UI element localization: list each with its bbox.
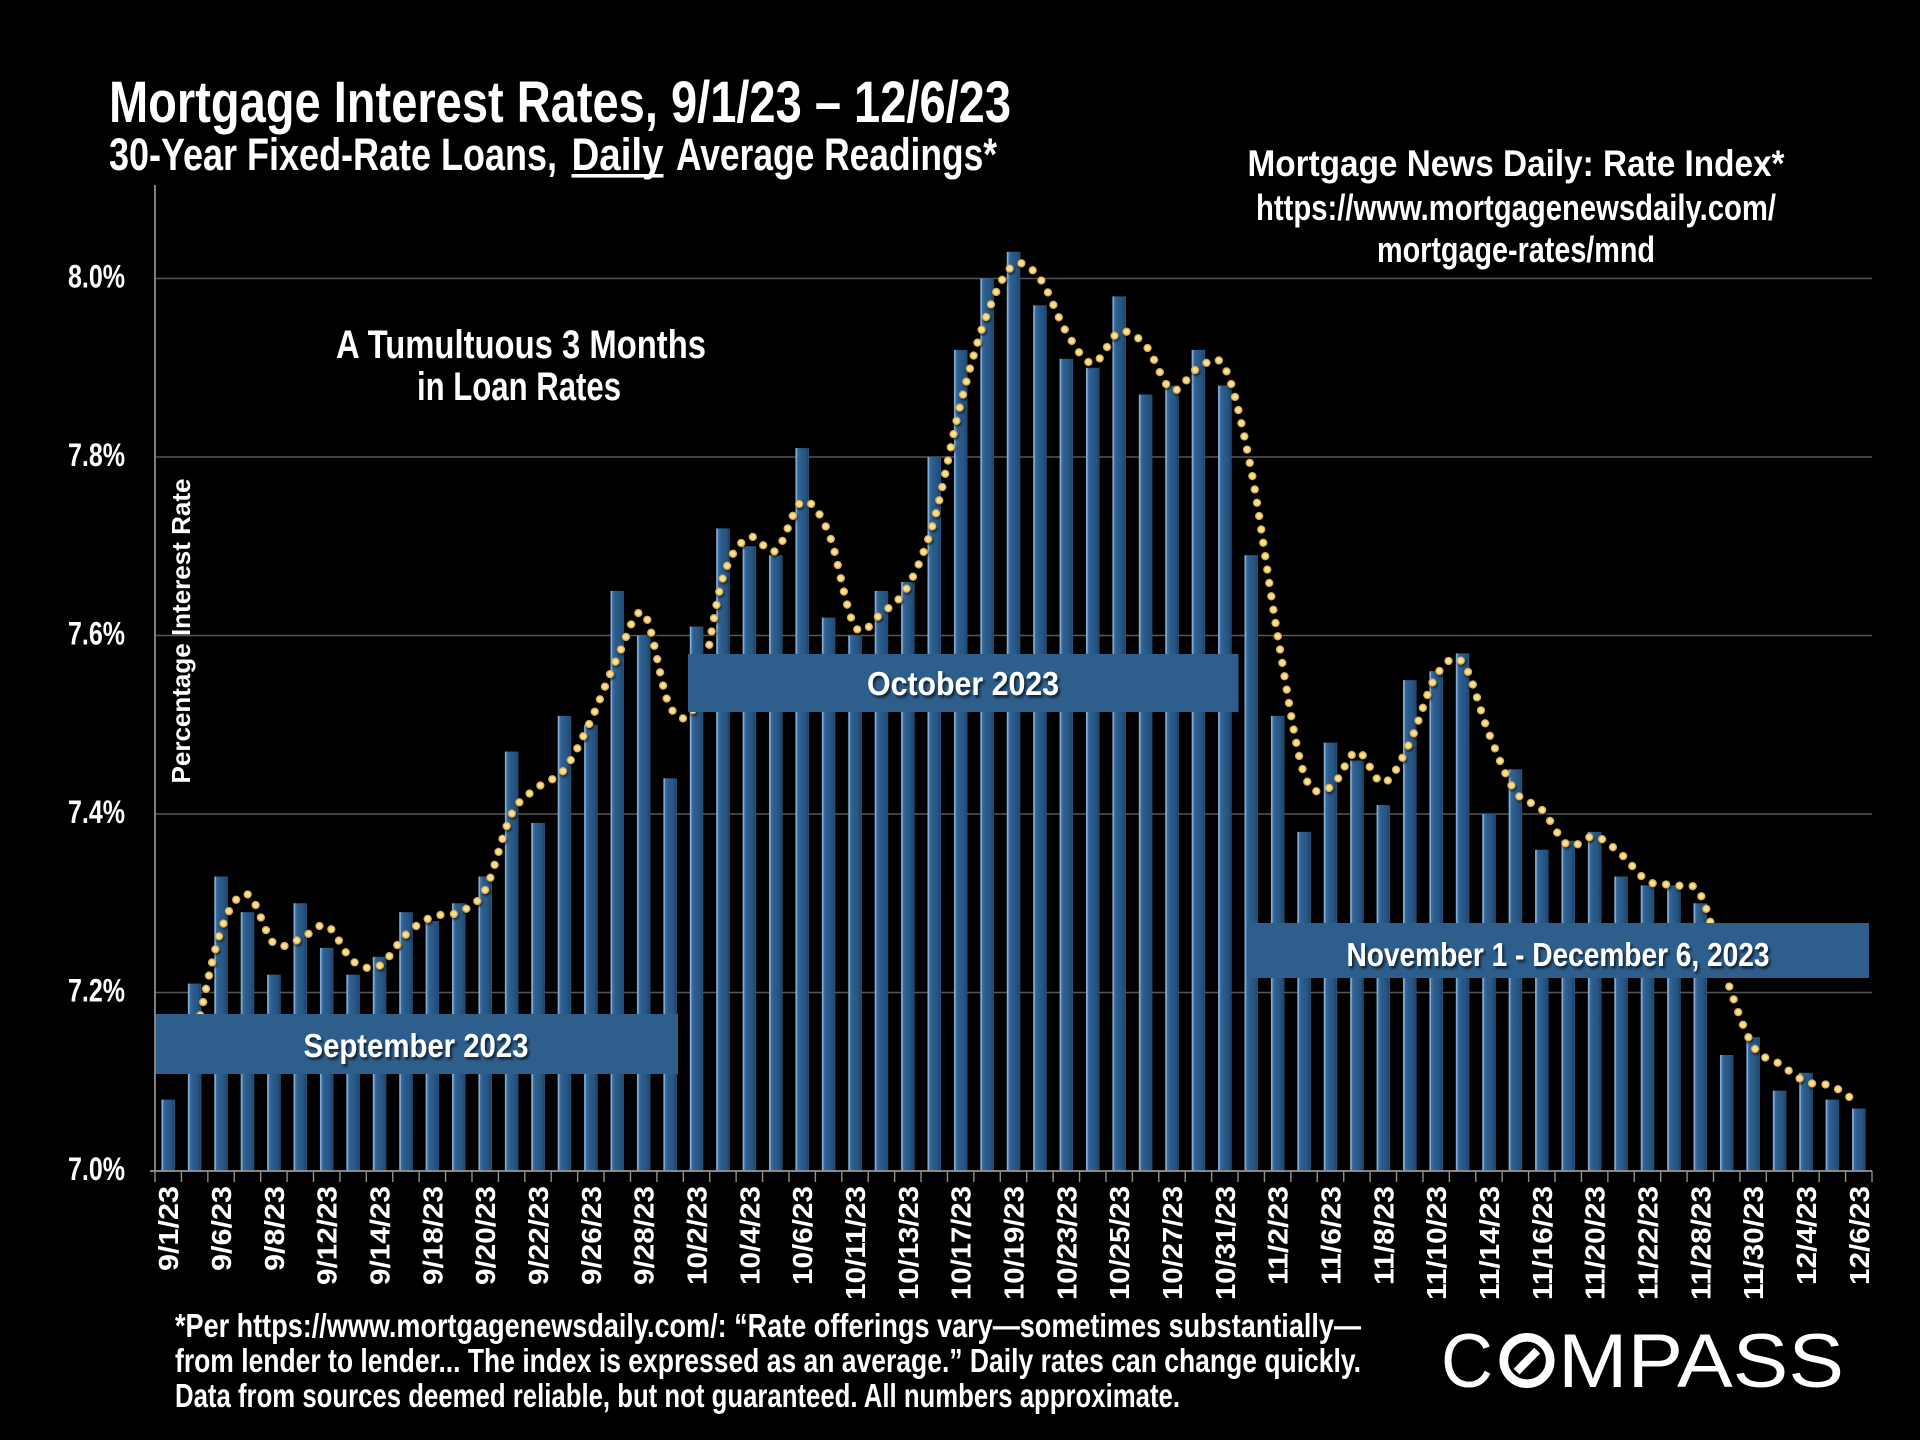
svg-text:in Loan Rates: in Loan Rates <box>417 365 621 409</box>
svg-text:9/8/23: 9/8/23 <box>259 1186 290 1271</box>
svg-text:9/18/23: 9/18/23 <box>417 1186 448 1285</box>
svg-text:9/28/23: 9/28/23 <box>629 1186 660 1285</box>
svg-text:Daily: Daily <box>572 129 664 180</box>
svg-text:mortgage-rates/mnd: mortgage-rates/mnd <box>1377 229 1655 270</box>
svg-text:https://www.mortgagenewsdaily.: https://www.mortgagenewsdaily.com/ <box>1256 187 1776 228</box>
svg-text:from lender to lender... The i: from lender to lender... The index is ex… <box>175 1343 1361 1380</box>
svg-text:10/17/23: 10/17/23 <box>946 1186 977 1300</box>
svg-text:C: C <box>1441 1319 1493 1404</box>
svg-text:12/4/23: 12/4/23 <box>1791 1186 1822 1285</box>
svg-text:10/25/23: 10/25/23 <box>1104 1186 1135 1300</box>
svg-text:8.0%: 8.0% <box>68 259 125 295</box>
svg-text:7.8%: 7.8% <box>68 437 125 473</box>
svg-text:12/6/23: 12/6/23 <box>1844 1186 1875 1285</box>
svg-text:*Per https://www.mortgagenewsd: *Per https://www.mortgagenewsdaily.com/:… <box>175 1308 1361 1345</box>
svg-text:Mortgage News Daily: Rate Ind: Mortgage News Daily: Rate Index* <box>1248 143 1786 184</box>
svg-text:11/20/23: 11/20/23 <box>1580 1186 1611 1300</box>
svg-text:11/30/23: 11/30/23 <box>1738 1186 1769 1300</box>
svg-text:11/6/23: 11/6/23 <box>1315 1186 1346 1285</box>
svg-text:9/20/23: 9/20/23 <box>470 1186 501 1285</box>
svg-text:10/13/23: 10/13/23 <box>893 1186 924 1300</box>
svg-text:7.2%: 7.2% <box>68 973 125 1009</box>
svg-text:10/4/23: 10/4/23 <box>734 1186 765 1285</box>
svg-text:Mortgage Interest Rates, 9/1/2: Mortgage Interest Rates, 9/1/23 – 12/6/2… <box>109 70 1011 135</box>
svg-text:7.4%: 7.4% <box>68 794 125 830</box>
svg-text:9/26/23: 9/26/23 <box>576 1186 607 1285</box>
svg-text:10/27/23: 10/27/23 <box>1157 1186 1188 1300</box>
svg-text:11/28/23: 11/28/23 <box>1685 1186 1716 1300</box>
svg-text:10/23/23: 10/23/23 <box>1051 1186 1082 1300</box>
svg-text:A Tumultuous 3 Months: A Tumultuous 3 Months <box>336 323 706 367</box>
svg-text:11/10/23: 11/10/23 <box>1421 1186 1452 1300</box>
svg-text:10/6/23: 10/6/23 <box>787 1186 818 1285</box>
svg-text:Average Readings*: Average Readings* <box>676 129 997 180</box>
svg-text:September 2023: September 2023 <box>304 1027 529 1064</box>
svg-text:10/31/23: 10/31/23 <box>1210 1186 1241 1300</box>
svg-text:11/8/23: 11/8/23 <box>1368 1186 1399 1285</box>
svg-text:11/22/23: 11/22/23 <box>1632 1186 1663 1300</box>
svg-text:MPASS: MPASS <box>1558 1319 1844 1404</box>
svg-text:11/16/23: 11/16/23 <box>1527 1186 1558 1300</box>
svg-text:11/14/23: 11/14/23 <box>1474 1186 1505 1300</box>
svg-text:10/2/23: 10/2/23 <box>682 1186 713 1285</box>
svg-text:7.0%: 7.0% <box>68 1151 125 1187</box>
svg-text:9/1/23: 9/1/23 <box>153 1186 184 1271</box>
svg-text:10/19/23: 10/19/23 <box>999 1186 1030 1300</box>
svg-text:Data from sources deemed relia: Data from sources deemed reliable, but n… <box>175 1378 1180 1415</box>
svg-text:11/2/23: 11/2/23 <box>1263 1186 1294 1285</box>
svg-text:30-Year Fixed-Rate Loans,: 30-Year Fixed-Rate Loans, <box>109 129 557 180</box>
svg-text:9/22/23: 9/22/23 <box>523 1186 554 1285</box>
svg-text:10/11/23: 10/11/23 <box>840 1186 871 1300</box>
svg-text:October 2023: October 2023 <box>867 665 1059 702</box>
svg-text:November 1 - December 6, 2023: November 1 - December 6, 2023 <box>1347 936 1770 973</box>
svg-text:7.6%: 7.6% <box>68 616 125 652</box>
svg-text:Percentage Interest Rate: Percentage Interest Rate <box>166 479 196 784</box>
svg-text:9/12/23: 9/12/23 <box>312 1186 343 1285</box>
svg-text:9/6/23: 9/6/23 <box>206 1186 237 1271</box>
svg-text:9/14/23: 9/14/23 <box>365 1186 396 1285</box>
